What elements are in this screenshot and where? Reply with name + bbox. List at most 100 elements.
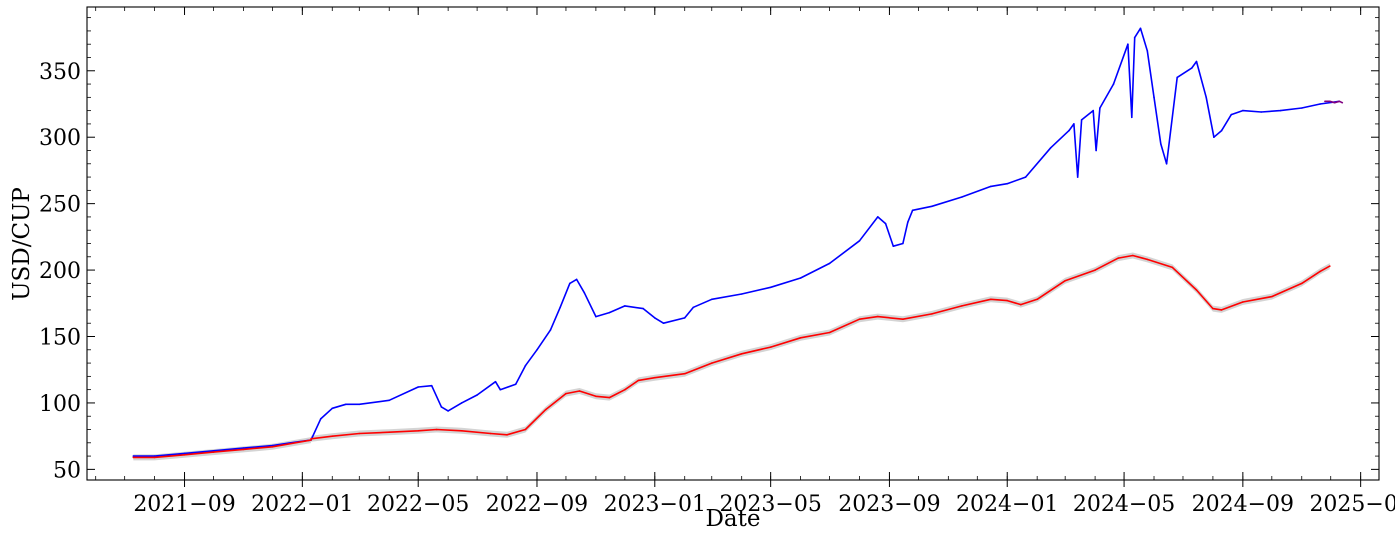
series-layer (132, 27, 1344, 459)
data-point-0 (692, 306, 695, 309)
data-point-0 (132, 455, 135, 457)
data-point-0 (430, 384, 433, 387)
data-point-0 (608, 311, 611, 314)
data-point-0 (569, 282, 571, 285)
data-point-0 (662, 322, 665, 325)
plot-frame (86, 6, 1380, 481)
data-point-1 (1006, 299, 1008, 302)
data-point-1 (740, 353, 743, 355)
data-point-1 (1171, 266, 1174, 269)
data-point-0 (858, 240, 861, 242)
data-point-0 (494, 380, 497, 383)
data-point-0 (1131, 116, 1133, 119)
y-tick-label: 300 (39, 126, 81, 151)
data-point-1 (1064, 279, 1066, 282)
data-point-0 (1049, 147, 1052, 149)
data-point-0 (242, 447, 245, 449)
data-point-1 (683, 372, 686, 375)
data-point-0 (583, 291, 586, 294)
data-point-2 (212, 451, 215, 453)
data-point-0 (892, 245, 895, 247)
data-point-1 (388, 431, 391, 434)
data-point-0 (536, 349, 538, 351)
data-point-0 (1153, 96, 1155, 99)
data-point-0 (1213, 136, 1215, 138)
data-point-1 (1319, 270, 1321, 273)
data-point-0 (799, 277, 802, 279)
data-point-0 (595, 315, 597, 318)
data-point-1 (1329, 265, 1331, 267)
confidence-band-1 (311, 252, 1330, 442)
data-point-1 (990, 298, 992, 301)
data-point-0 (902, 242, 904, 245)
data-point-1 (358, 432, 361, 435)
x-tick-label: 2024−01 (956, 492, 1058, 517)
data-point-1 (1020, 303, 1022, 306)
data-point-3 (1338, 100, 1341, 103)
x-tick-label: 2023−01 (604, 492, 706, 517)
data-point-0 (1195, 60, 1198, 63)
data-point-1 (637, 379, 640, 382)
data-point-2 (271, 446, 274, 448)
data-point-0 (358, 403, 361, 406)
data-point-0 (476, 394, 478, 396)
data-point-1 (608, 396, 611, 399)
y-tick-label: 350 (39, 60, 81, 85)
series-line-1 (310, 254, 1331, 440)
data-point-1 (578, 390, 581, 392)
data-point-0 (931, 205, 933, 208)
data-point-1 (417, 430, 420, 432)
data-point-0 (1205, 96, 1207, 99)
data-point-0 (1006, 182, 1008, 185)
data-point-1 (961, 305, 963, 307)
data-point-0 (549, 329, 552, 331)
x-axis-title: Date (705, 506, 760, 532)
data-point-1 (711, 362, 713, 364)
data-point-1 (877, 315, 879, 318)
data-point-0 (1165, 163, 1168, 165)
data-point-1 (1301, 282, 1303, 285)
x-tick-label: 2021−09 (133, 492, 235, 517)
data-point-0 (1127, 43, 1129, 45)
data-point-0 (1279, 109, 1282, 112)
data-point-0 (1190, 67, 1193, 69)
data-point-1 (1212, 307, 1214, 310)
data-point-0 (1319, 103, 1321, 105)
x-tick-label: 2022−01 (251, 492, 353, 517)
data-point-0 (642, 307, 644, 310)
data-point-0 (575, 278, 578, 281)
data-point-0 (460, 402, 463, 404)
data-point-1 (435, 428, 438, 431)
y-tick-label: 50 (53, 458, 81, 483)
data-point-1 (799, 337, 802, 339)
data-point-1 (1195, 289, 1198, 291)
data-point-0 (1092, 109, 1094, 112)
data-point-0 (1139, 27, 1142, 30)
data-point-1 (595, 395, 597, 398)
tick-layer: 2021−09 2022−01 2022−05 2022−09 2023−01 2023−… (39, 7, 1395, 517)
data-point-1 (1036, 298, 1038, 301)
data-point-1 (1132, 254, 1134, 257)
data-point-1 (769, 346, 772, 348)
data-point-0 (1095, 149, 1097, 152)
data-point-0 (624, 305, 626, 307)
data-point-0 (907, 221, 909, 223)
data-point-0 (499, 388, 502, 391)
data-point-0 (877, 216, 879, 218)
data-point-1 (1271, 295, 1273, 298)
data-point-0 (1260, 111, 1262, 113)
y-tick-label: 100 (39, 392, 81, 417)
data-point-1 (828, 331, 831, 334)
data-point-1 (902, 318, 904, 321)
data-point-1 (1242, 301, 1244, 303)
y-tick-label: 250 (39, 193, 81, 218)
data-point-1 (489, 432, 492, 435)
data-point-0 (524, 364, 527, 367)
data-point-0 (319, 418, 322, 420)
data-point-1 (1220, 309, 1223, 311)
data-point-0 (769, 286, 772, 289)
data-point-0 (1176, 76, 1178, 79)
y-axis-title: USD/CUP (9, 187, 35, 301)
data-point-0 (911, 209, 914, 212)
data-point-0 (440, 406, 443, 408)
